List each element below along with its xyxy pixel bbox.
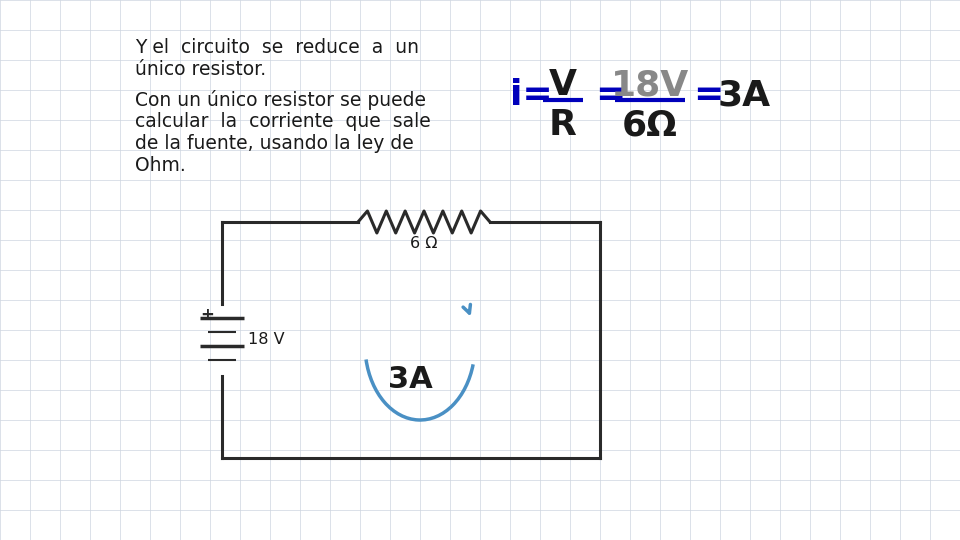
Text: =: = <box>595 78 625 112</box>
Text: Con un único resistor se puede: Con un único resistor se puede <box>135 90 426 110</box>
Text: V: V <box>549 68 577 102</box>
Text: Ohm.: Ohm. <box>135 156 185 175</box>
Text: calcular  la  corriente  que  sale: calcular la corriente que sale <box>135 112 431 131</box>
Text: +: + <box>200 306 214 324</box>
Text: 6Ω: 6Ω <box>622 108 678 142</box>
Text: 18V: 18V <box>611 68 689 102</box>
Text: 6 Ω: 6 Ω <box>410 236 438 251</box>
Text: R: R <box>549 108 577 142</box>
Text: 18 V: 18 V <box>248 333 284 348</box>
Text: de la fuente, usando la ley de: de la fuente, usando la ley de <box>135 134 414 153</box>
Text: Y el  circuito  se  reduce  a  un: Y el circuito se reduce a un <box>135 38 419 57</box>
Text: único resistor.: único resistor. <box>135 60 266 79</box>
Text: i=: i= <box>510 78 553 112</box>
Text: 3A: 3A <box>718 78 771 112</box>
Text: =: = <box>693 78 724 112</box>
Text: 3A: 3A <box>388 365 432 394</box>
